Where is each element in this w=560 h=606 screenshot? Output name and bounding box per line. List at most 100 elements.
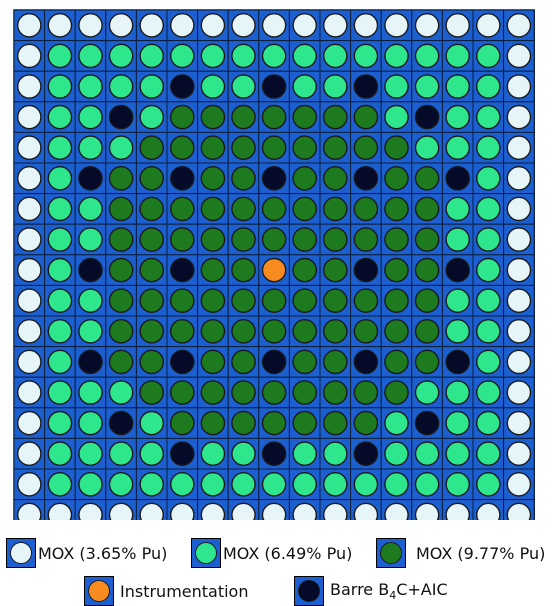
- pin-mox-mid: [384, 74, 409, 99]
- pin-mox-high: [322, 165, 348, 191]
- legend-item-mox-high: MOX (9.77% Pu): [376, 538, 545, 568]
- pin-mox-mid: [384, 441, 409, 467]
- legend-item-mox-low: MOX (3.65% Pu): [6, 538, 167, 568]
- pin-mox-low: [139, 502, 164, 520]
- pin-mox-low: [47, 12, 73, 38]
- pin-mox-mid: [445, 380, 471, 405]
- fuel-assembly-lattice: [13, 9, 535, 520]
- pin-mox-low: [506, 318, 532, 344]
- pin-mox-high: [384, 257, 409, 283]
- pin-mox-high: [231, 288, 256, 314]
- pin-mox-low: [261, 12, 287, 38]
- pin-mox-mid: [475, 74, 501, 99]
- pin-mox-mid: [475, 318, 501, 344]
- legend-label-control-rod: Barre B4C+AIC: [330, 580, 448, 602]
- pin-mox-mid: [445, 318, 471, 344]
- pin-mox-low: [506, 135, 532, 160]
- pin-mox-mid: [47, 196, 73, 222]
- pin-mox-low: [16, 380, 42, 405]
- pin-mox-mid: [139, 43, 164, 69]
- pin-mox-high: [200, 196, 226, 222]
- pin-control-rod: [261, 165, 287, 191]
- pin-mox-high: [231, 104, 256, 130]
- pin-mox-high: [261, 410, 287, 436]
- pin-mox-low: [16, 441, 42, 467]
- pin-mox-mid: [322, 471, 348, 497]
- pin-mox-high: [384, 288, 409, 314]
- pin-mox-mid: [475, 257, 501, 283]
- pin-mox-mid: [78, 288, 103, 314]
- pin-control-rod: [169, 165, 195, 191]
- pin-mox-mid: [47, 288, 73, 314]
- pin-control-rod: [353, 349, 379, 375]
- pin-mox-high: [261, 227, 287, 252]
- pin-control-rod: [169, 74, 195, 99]
- pin-mox-low: [200, 12, 226, 38]
- pin-mox-mid: [384, 471, 409, 497]
- pin-mox-low: [292, 12, 318, 38]
- pin-mox-mid: [475, 43, 501, 69]
- pin-mox-high: [322, 288, 348, 314]
- pin-mox-high: [384, 196, 409, 222]
- pin-mox-mid: [108, 471, 134, 497]
- pin-mox-high: [169, 380, 195, 405]
- pin-mox-low: [16, 74, 42, 99]
- pin-mox-high: [322, 349, 348, 375]
- pin-mox-low: [231, 502, 256, 520]
- pin-mox-high: [108, 349, 134, 375]
- pin-mox-high: [353, 227, 379, 252]
- pin-mox-mid: [414, 471, 440, 497]
- pin-mox-low: [200, 502, 226, 520]
- pin-mox-mid: [78, 196, 103, 222]
- pin-control-rod: [261, 349, 287, 375]
- pin-control-rod: [353, 165, 379, 191]
- pin-mox-high: [139, 380, 164, 405]
- pin-mox-mid: [78, 471, 103, 497]
- pin-mox-high: [169, 196, 195, 222]
- pin-mox-high: [292, 318, 318, 344]
- pin-mox-high: [322, 227, 348, 252]
- pin-mox-mid: [78, 43, 103, 69]
- pin-mox-low: [384, 12, 409, 38]
- pin-mox-high: [139, 135, 164, 160]
- pin-mox-low: [506, 43, 532, 69]
- pin-mox-high: [169, 227, 195, 252]
- pin-mox-mid: [475, 165, 501, 191]
- pin-mox-high: [322, 257, 348, 283]
- mox-mid-pin-icon: [195, 542, 217, 564]
- pin-mox-high: [139, 349, 164, 375]
- pin-control-rod: [414, 104, 440, 130]
- pin-control-rod: [414, 410, 440, 436]
- pin-mox-mid: [78, 318, 103, 344]
- control-rod-label-subscript: 4: [389, 589, 397, 603]
- pin-mox-high: [261, 380, 287, 405]
- pin-mox-high: [414, 349, 440, 375]
- pin-control-rod: [261, 74, 287, 99]
- pin-mox-mid: [47, 380, 73, 405]
- pin-mox-mid: [414, 135, 440, 160]
- legend-item-mox-mid: MOX (6.49% Pu): [191, 538, 352, 568]
- pin-mox-high: [169, 410, 195, 436]
- pin-mox-mid: [414, 380, 440, 405]
- pin-mox-mid: [47, 410, 73, 436]
- pin-mox-high: [292, 135, 318, 160]
- pin-mox-low: [506, 502, 532, 520]
- pin-mox-high: [292, 196, 318, 222]
- pin-mox-low: [506, 441, 532, 467]
- legend-swatch-control-rod: [294, 576, 324, 606]
- pin-mox-low: [475, 12, 501, 38]
- pin-mox-mid: [78, 74, 103, 99]
- pin-control-rod: [78, 349, 103, 375]
- pin-mox-mid: [231, 43, 256, 69]
- pin-mox-mid: [322, 43, 348, 69]
- mox-high-pin-icon: [380, 542, 402, 564]
- pin-mox-high: [292, 104, 318, 130]
- pin-mox-mid: [108, 380, 134, 405]
- pin-mox-low: [16, 318, 42, 344]
- pin-mox-high: [414, 288, 440, 314]
- pin-mox-low: [17, 502, 42, 520]
- pin-mox-high: [322, 410, 348, 436]
- pin-mox-high: [200, 349, 226, 375]
- pin-mox-low: [353, 502, 379, 520]
- pin-mox-high: [353, 318, 379, 344]
